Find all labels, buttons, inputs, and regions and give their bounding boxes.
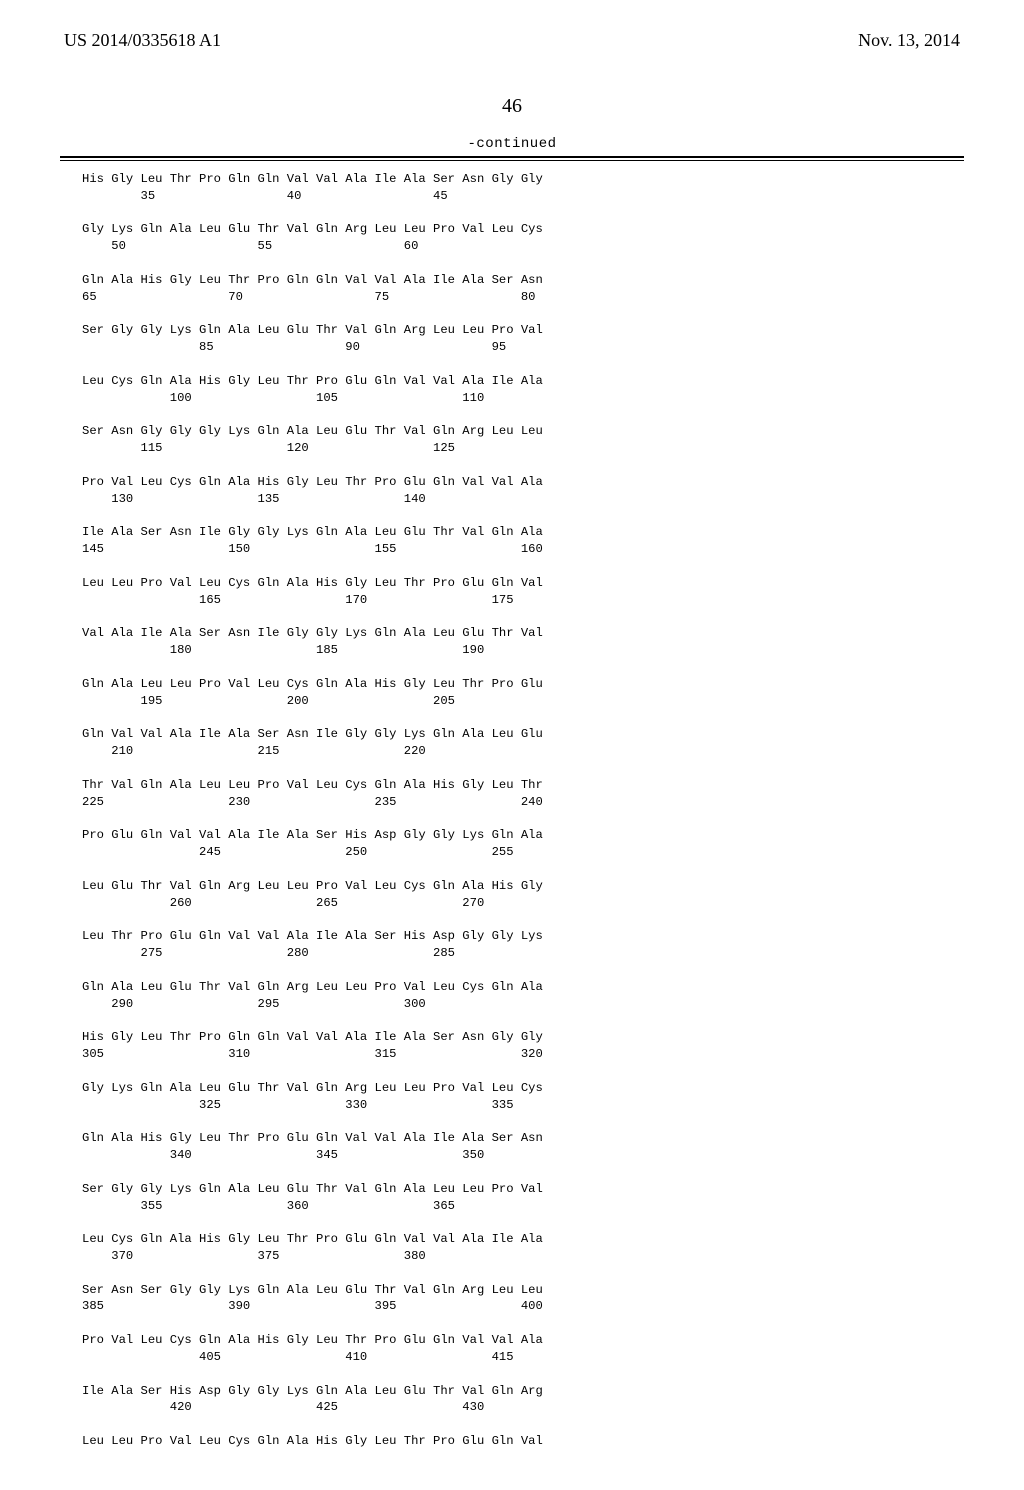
continued-label: -continued [60, 136, 964, 152]
page-header: US 2014/0335618 A1 Nov. 13, 2014 [60, 30, 964, 51]
sequence-block: His Gly Leu Thr Pro Gln Gln Val Val Ala … [82, 171, 964, 1450]
divider-thick [60, 156, 964, 158]
page-container: US 2014/0335618 A1 Nov. 13, 2014 46 -con… [0, 0, 1024, 1490]
divider-thin [60, 160, 964, 161]
header-left: US 2014/0335618 A1 [64, 30, 221, 51]
page-number: 46 [60, 95, 964, 118]
header-right: Nov. 13, 2014 [858, 30, 960, 51]
